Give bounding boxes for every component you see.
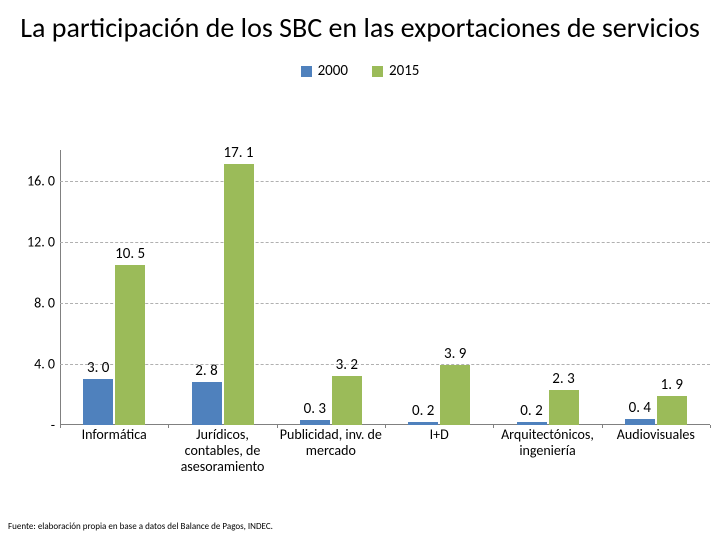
- x-category-label: Publicidad, inv. de mercado: [279, 427, 383, 459]
- x-category-label: Arquitectónicos, ingeniería: [495, 427, 599, 459]
- value-label-2015: 10. 5: [115, 245, 145, 263]
- legend-swatch-2000: [301, 66, 312, 77]
- gridline: [60, 181, 710, 182]
- x-category-label: Audiovisuales: [604, 427, 708, 443]
- value-label-2000: 0. 2: [412, 402, 434, 420]
- value-label-2015: 3. 2: [336, 356, 358, 374]
- x-axis-tick: [277, 425, 278, 428]
- legend-item-2000: 2000: [301, 62, 348, 80]
- bar-2015: [224, 164, 254, 425]
- value-label-2015: 3. 9: [444, 345, 466, 363]
- ytick-label: 16. 0: [10, 172, 55, 189]
- value-label-2000: 0. 4: [629, 399, 651, 417]
- value-label-2015: 17. 1: [224, 144, 254, 162]
- bar-2000: [192, 382, 222, 425]
- gridline: [60, 303, 710, 304]
- ytick-label: 8. 0: [10, 294, 55, 311]
- bar-2015: [332, 376, 362, 425]
- legend: 2000 2015: [0, 62, 720, 80]
- legend-swatch-2015: [372, 66, 383, 77]
- chart-area: 3. 010. 52. 817. 10. 33. 20. 23. 90. 22.…: [10, 150, 710, 480]
- x-axis-tick: [602, 425, 603, 428]
- value-label-2000: 3. 0: [87, 359, 109, 377]
- gridline: [60, 242, 710, 243]
- x-category-label: Jurídicos, contables, de asesoramiento: [170, 427, 274, 475]
- x-axis-tick: [168, 425, 169, 428]
- source-text: Fuente: elaboración propia en base a dat…: [8, 521, 273, 532]
- x-axis-tick: [710, 425, 711, 428]
- x-category-label: Informática: [62, 427, 166, 443]
- value-label-2000: 0. 2: [520, 402, 542, 420]
- value-label-2000: 0. 3: [304, 400, 326, 418]
- value-label-2000: 2. 8: [195, 362, 217, 380]
- bar-2015: [440, 365, 470, 425]
- bar-2015: [115, 265, 145, 425]
- gridline: [60, 364, 710, 365]
- value-label-2015: 1. 9: [661, 376, 683, 394]
- ytick-label: 12. 0: [10, 233, 55, 250]
- bar-2015: [657, 396, 687, 425]
- legend-item-2015: 2015: [372, 62, 419, 80]
- x-axis-tick: [493, 425, 494, 428]
- bar-2000: [83, 379, 113, 425]
- plot-area: 3. 010. 52. 817. 10. 33. 20. 23. 90. 22.…: [60, 150, 710, 425]
- legend-label-2015: 2015: [389, 62, 419, 80]
- x-axis-tick: [60, 425, 61, 428]
- legend-label-2000: 2000: [318, 62, 348, 80]
- chart-title: La participación de los SBC en las expor…: [0, 0, 720, 44]
- x-labels: InformáticaJurídicos, contables, de ases…: [60, 425, 710, 480]
- ytick-label: -: [10, 417, 55, 434]
- x-category-label: I+D: [387, 427, 491, 443]
- x-axis-tick: [385, 425, 386, 428]
- ytick-label: 4. 0: [10, 355, 55, 372]
- bar-2015: [549, 390, 579, 425]
- value-label-2015: 2. 3: [552, 370, 574, 388]
- slide: La participación de los SBC en las expor…: [0, 0, 720, 540]
